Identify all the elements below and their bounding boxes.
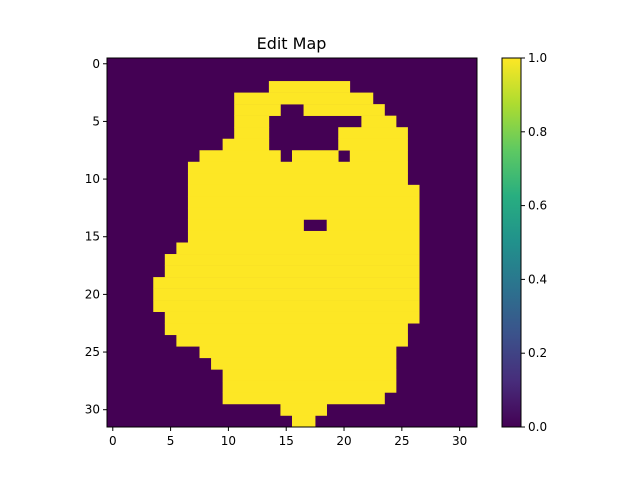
chart-title: Edit Map (257, 34, 327, 53)
heatmap-cell-run (338, 138, 408, 151)
heatmap-cell-run (222, 369, 397, 382)
heatmap-cell-run (199, 346, 397, 359)
x-tick-label: 25 (394, 434, 409, 448)
heatmap-cell-run (176, 334, 408, 347)
heatmap-cell-run (153, 277, 420, 289)
heatmap-cell-run (222, 392, 385, 405)
x-tick-label: 10 (221, 434, 236, 448)
heatmap-cell-run (164, 254, 420, 266)
colorbar-axis: 0.0 0.2 0.4 0.6 0.8 1.0 (521, 51, 547, 434)
heatmap-cell-run (187, 173, 408, 186)
heatmap-cell-run (280, 403, 327, 416)
y-tick-label: 30 (85, 403, 100, 417)
y-tick-label: 20 (85, 287, 100, 301)
heatmap-cell-run (234, 92, 374, 105)
heatmap-cell-run (268, 81, 351, 93)
x-tick-label: 0 (109, 434, 117, 448)
heatmap-cell-run (292, 150, 339, 163)
y-tick-label: 5 (92, 114, 100, 128)
heatmap-cell-run (187, 207, 420, 220)
heatmap-cell-run (349, 150, 408, 163)
colorbar-tick-label: 0.6 (528, 199, 547, 213)
y-axis: 0 5 10 15 20 25 30 (85, 57, 107, 417)
colorbar-tick-label: 1.0 (528, 51, 547, 65)
heatmap-cell-run (164, 311, 420, 324)
heatmap-cell-run (187, 230, 420, 243)
heatmap-cells (107, 58, 477, 428)
heatmap-cell-run (234, 115, 270, 128)
heatmap-cell-run (187, 196, 420, 209)
colorbar-tick-label: 0.2 (528, 346, 547, 360)
x-tick-label: 15 (279, 434, 294, 448)
colorbar-tick-label: 0.8 (528, 125, 547, 139)
heatmap-cell-run (153, 288, 420, 301)
heatmap-cell-run (164, 265, 420, 278)
x-tick-label: 5 (167, 434, 175, 448)
heatmap-cell-run (326, 219, 420, 232)
heatmap-cell-run (338, 127, 408, 140)
heatmap-cell-run (234, 127, 270, 140)
heatmap-cell-run (187, 219, 304, 232)
colorbar (501, 57, 522, 428)
heatmap-cell-run (187, 161, 408, 174)
heatmap-cell-run (361, 115, 397, 128)
heatmap-cell-run (176, 242, 420, 255)
heatmap-cell-run (199, 150, 281, 163)
heatmap-cell-run (153, 300, 420, 312)
colorbar-tick-label: 0.4 (528, 272, 547, 286)
x-axis: 0 5 10 15 20 25 30 (109, 427, 467, 448)
heatmap-cell-run (211, 357, 397, 370)
heatmap-cell-run (187, 184, 420, 197)
plot-frame (106, 57, 478, 428)
heatmap-cell-run (303, 104, 385, 116)
y-tick-label: 25 (85, 345, 100, 359)
x-tick-label: 30 (452, 434, 467, 448)
x-tick-label: 20 (336, 434, 351, 448)
heatmap-cell-run (164, 323, 408, 336)
heatmap-cell-run (222, 138, 270, 151)
colorbar-tick-label: 0.0 (528, 420, 547, 434)
heatmap-cell-run (292, 415, 316, 428)
heatmap-cell-run (234, 104, 281, 116)
heatmap-cell-run (222, 380, 397, 393)
y-tick-label: 10 (85, 172, 100, 186)
y-tick-label: 15 (85, 230, 100, 244)
y-tick-label: 0 (92, 57, 100, 71)
